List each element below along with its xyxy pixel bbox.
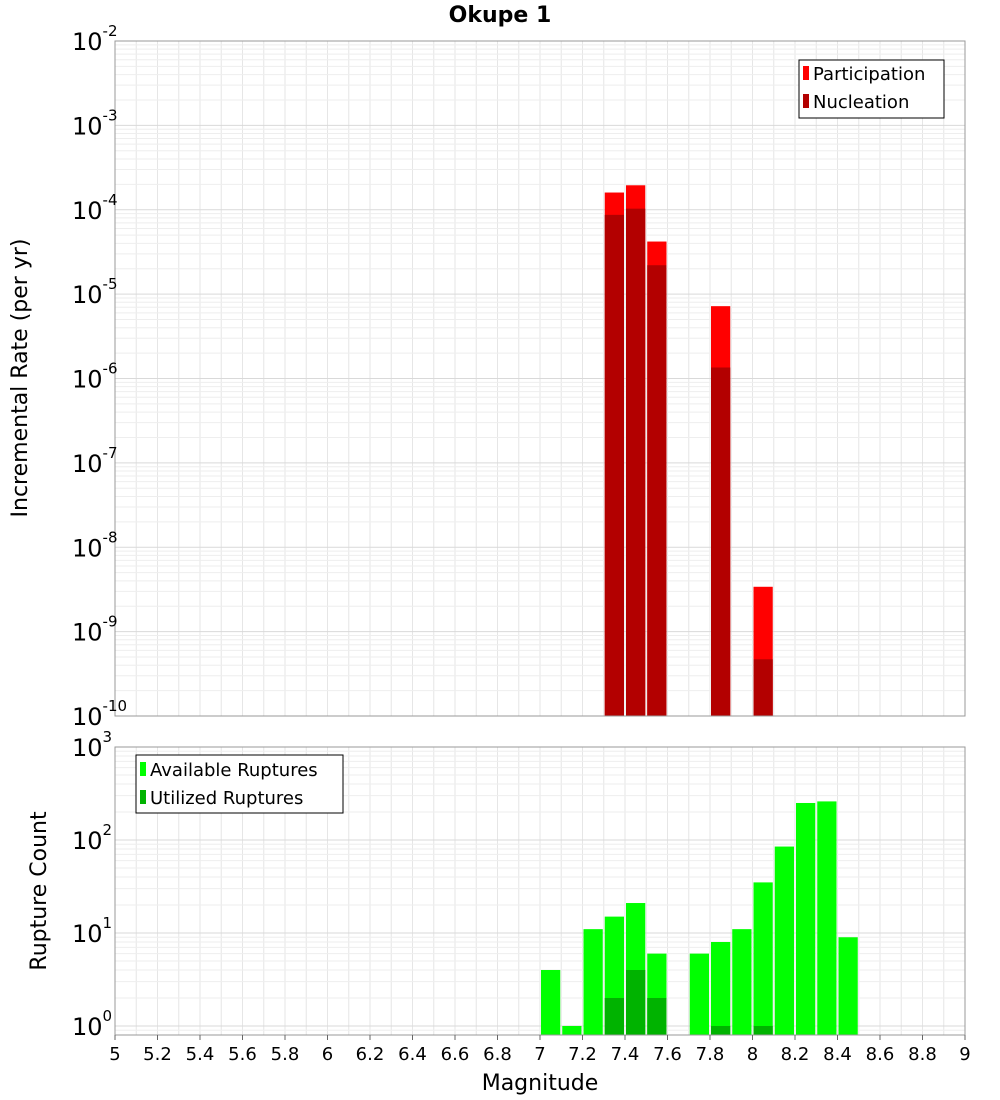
x-tick-label: 8.4 [823, 1044, 852, 1065]
x-tick-label: 8.8 [908, 1044, 937, 1065]
count-panel: 100 101 102 103 5 5.2 5.4 5.6 5.8 6 6.2 6.4 6.6 6.8 7… [27, 728, 971, 1096]
x-tick-label: 6.2 [356, 1044, 385, 1065]
legend-swatch-participation [803, 66, 809, 80]
x-tick-label: 6.6 [441, 1044, 470, 1065]
y-tick-label: 10-5 [72, 275, 118, 309]
bar-utilized-ruptures [711, 1025, 731, 1035]
y-tick-label: 10-2 [72, 22, 118, 56]
bar-available-ruptures [541, 969, 561, 1035]
x-tick-label: 7.2 [568, 1044, 597, 1065]
y-tick-label: 10-10 [72, 697, 127, 731]
y-tick-label: 10-3 [72, 106, 118, 140]
legend-swatch-nucleation [803, 94, 809, 108]
x-tick-label: 8 [747, 1044, 758, 1065]
x-tick-label: 5 [109, 1044, 120, 1065]
bar-nucleation [753, 659, 773, 716]
bar-available-ruptures [583, 929, 603, 1035]
chart-title: Okupe 1 [449, 3, 552, 28]
bar-available-ruptures [817, 801, 837, 1035]
legend-swatch-available [140, 762, 146, 776]
bar-nucleation [647, 265, 667, 716]
y-tick-label: 10-8 [72, 528, 118, 562]
y-tick-label: 103 [72, 728, 112, 762]
x-tick-label: 6 [322, 1044, 333, 1065]
x-tick-label: 7.8 [696, 1044, 725, 1065]
rate-panel-frame [114, 40, 966, 717]
legend-box [798, 59, 945, 119]
bar-utilized-ruptures [604, 997, 624, 1035]
legend-box [135, 754, 344, 814]
bar-available-ruptures [732, 929, 752, 1035]
y-tick-label: 100 [72, 1007, 112, 1041]
x-tick-label: 7.6 [653, 1044, 682, 1065]
x-axis-ticks: 5 5.2 5.4 5.6 5.8 6 6.2 6.4 6.6 6.8 7 7.2 7.4 7.6 7.8 8… [109, 1035, 971, 1065]
legend-label-nucleation: Nucleation [813, 92, 909, 113]
y-tick-label: 101 [72, 914, 112, 948]
rate-panel-grid [114, 40, 966, 717]
rate-panel: 10-10 10-9 10-8 10-7 10-6 10-5 10-4 10-3 10-2 In… [8, 22, 966, 731]
x-tick-label: 7 [534, 1044, 545, 1065]
bar-nucleation [604, 214, 624, 716]
y-tick-label: 10-7 [72, 444, 118, 478]
bar-available-ruptures [796, 802, 816, 1035]
bar-available-ruptures [562, 1025, 582, 1035]
rate-panel-y-axis-label: Incremental Rate (per yr) [8, 239, 33, 518]
count-panel-bars [541, 801, 858, 1035]
bar-utilized-ruptures [753, 1025, 773, 1035]
x-tick-label: 6.8 [483, 1044, 512, 1065]
legend-label-utilized: Utilized Ruptures [150, 788, 303, 809]
count-panel-y-axis-label: Rupture Count [27, 811, 52, 971]
rate-panel-bars [604, 185, 773, 717]
bar-nucleation [626, 208, 646, 716]
y-tick-label: 10-9 [72, 613, 118, 647]
rate-panel-legend: Participation Nucleation [798, 59, 945, 119]
x-tick-label: 6.4 [398, 1044, 427, 1065]
x-tick-label: 5.6 [228, 1044, 257, 1065]
bar-available-ruptures [689, 953, 709, 1035]
x-tick-label: 5.8 [271, 1044, 300, 1065]
bar-nucleation [711, 367, 731, 716]
y-tick-label: 10-4 [72, 191, 118, 225]
x-tick-label: 7.4 [611, 1044, 640, 1065]
rate-panel-y-ticks: 10-10 10-9 10-8 10-7 10-6 10-5 10-4 10-3 10-2 [72, 22, 127, 731]
bar-utilized-ruptures [626, 969, 646, 1035]
bar-available-ruptures [753, 882, 773, 1035]
y-tick-label: 102 [72, 821, 112, 855]
x-tick-label: 8.6 [866, 1044, 895, 1065]
legend-swatch-utilized [140, 790, 146, 804]
x-axis-label: Magnitude [482, 1071, 599, 1096]
count-panel-y-ticks: 100 101 102 103 [72, 728, 112, 1041]
x-tick-label: 5.2 [143, 1044, 172, 1065]
bar-available-ruptures [711, 942, 731, 1035]
count-panel-legend: Available Ruptures Utilized Ruptures [135, 754, 344, 814]
legend-label-available: Available Ruptures [150, 760, 318, 781]
bar-available-ruptures [838, 937, 858, 1035]
x-tick-label: 8.2 [781, 1044, 810, 1065]
y-tick-label: 10-6 [72, 360, 118, 394]
x-tick-label: 9 [959, 1044, 970, 1065]
x-tick-label: 5.4 [186, 1044, 215, 1065]
bar-available-ruptures [774, 846, 794, 1035]
bar-utilized-ruptures [647, 997, 667, 1035]
legend-label-participation: Participation [813, 64, 925, 85]
